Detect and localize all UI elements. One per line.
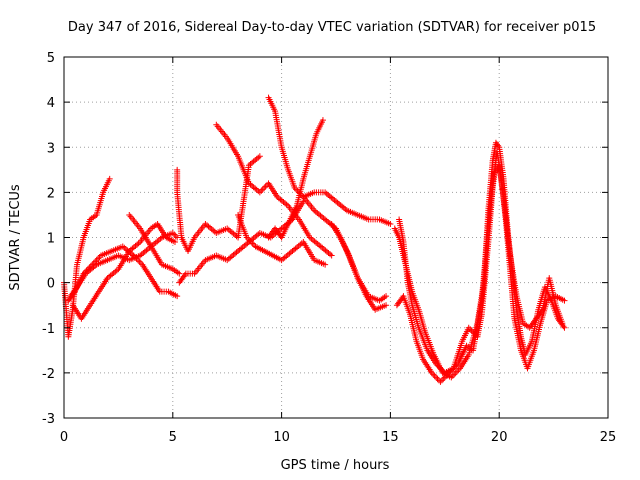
series-track-d bbox=[65, 243, 181, 304]
series-track-c bbox=[69, 220, 178, 322]
x-tick-label: 20 bbox=[491, 430, 508, 445]
x-tick-label: 25 bbox=[600, 430, 617, 445]
y-tick-label: 4 bbox=[47, 96, 55, 111]
series-trace-markers bbox=[214, 123, 334, 258]
chart-title: Day 347 of 2016, Sidereal Day-to-day VTE… bbox=[68, 20, 596, 35]
y-tick-label: 5 bbox=[47, 51, 55, 66]
series-track-f bbox=[174, 153, 263, 255]
series-trace-markers bbox=[235, 214, 327, 267]
series-track-p bbox=[393, 162, 566, 385]
axis-ticks bbox=[63, 56, 609, 419]
tick-labels: 0 5 10 15 20 25 -3 -2 -1 0 1 2 3 4 5 bbox=[42, 51, 616, 445]
grid bbox=[64, 57, 608, 418]
y-tick-label: -3 bbox=[42, 412, 55, 427]
data-points bbox=[61, 94, 568, 385]
x-axis-label: GPS time / hours bbox=[281, 458, 390, 473]
y-tick-label: -1 bbox=[42, 322, 55, 337]
series-trace-markers bbox=[127, 213, 181, 276]
series-track-l bbox=[300, 189, 394, 227]
series-track-j bbox=[265, 117, 326, 241]
series-track-e bbox=[126, 211, 183, 277]
y-tick-label: 3 bbox=[47, 141, 55, 156]
y-axis-label: SDTVAR / TECUs bbox=[8, 184, 23, 291]
series-trace-markers bbox=[66, 244, 179, 303]
x-tick-label: 10 bbox=[273, 430, 290, 445]
x-tick-label: 5 bbox=[169, 430, 177, 445]
x-tick-label: 0 bbox=[60, 430, 68, 445]
x-tick-label: 15 bbox=[382, 430, 399, 445]
series-track-i bbox=[265, 94, 390, 304]
series-track-h bbox=[213, 121, 335, 259]
series-trace-markers bbox=[70, 222, 177, 320]
y-tick-label: -2 bbox=[42, 367, 55, 382]
series-track-k bbox=[235, 211, 329, 268]
y-tick-label: 1 bbox=[47, 232, 55, 247]
series-track-m bbox=[328, 220, 390, 313]
series-trace-markers bbox=[302, 189, 392, 227]
y-tick-label: 0 bbox=[47, 277, 55, 292]
y-tick-label: 2 bbox=[47, 186, 55, 201]
series-trace-markers bbox=[395, 164, 565, 384]
series-trace-markers bbox=[266, 119, 325, 239]
series-trace-markers bbox=[329, 222, 388, 312]
